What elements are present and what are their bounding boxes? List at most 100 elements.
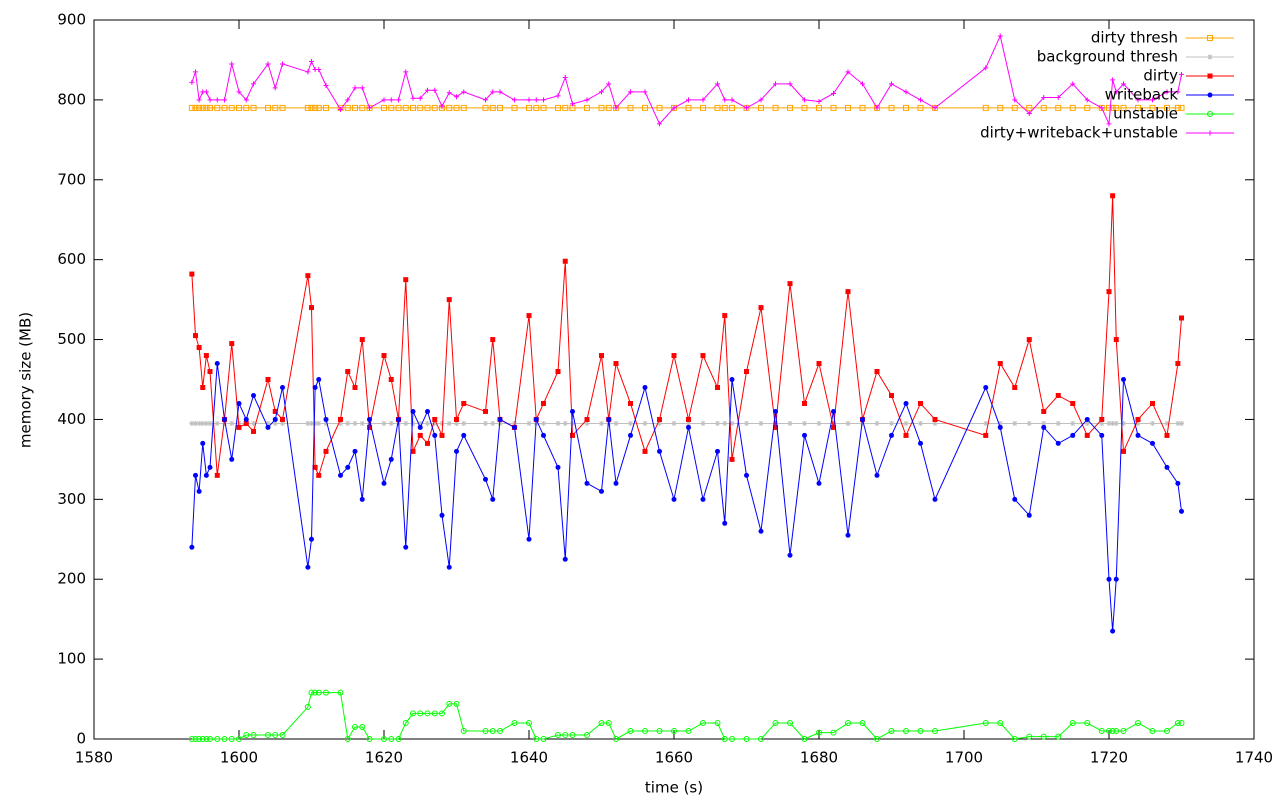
point (1084, 432, 1090, 438)
marker-shape (541, 97, 546, 103)
point (446, 297, 452, 303)
point (801, 736, 808, 742)
marker-shape (605, 104, 612, 111)
marker-shape (1113, 337, 1119, 343)
point (983, 420, 989, 426)
point (207, 464, 213, 470)
point (642, 728, 648, 735)
marker-shape (1084, 104, 1091, 111)
point (207, 736, 213, 742)
point (555, 732, 561, 739)
point (315, 104, 322, 111)
point (381, 480, 387, 486)
marker-shape (192, 104, 199, 111)
marker-shape (207, 104, 213, 111)
point (1135, 720, 1141, 727)
marker-shape (932, 728, 938, 735)
point (221, 104, 228, 111)
marker-shape (193, 472, 198, 478)
marker-shape (874, 472, 880, 478)
point (1121, 81, 1126, 87)
point (1175, 480, 1181, 486)
marker-shape (207, 464, 213, 470)
point (721, 736, 728, 742)
point (1041, 408, 1047, 414)
marker-shape (490, 496, 496, 502)
marker-shape (903, 728, 909, 735)
marker-shape (460, 728, 467, 735)
marker-shape (460, 104, 467, 111)
point (613, 105, 619, 111)
point (417, 95, 423, 101)
marker-shape (1164, 89, 1170, 95)
point (410, 408, 416, 414)
marker-shape (1175, 89, 1181, 95)
point (671, 496, 677, 502)
point (196, 97, 202, 103)
marker-shape (236, 400, 242, 406)
point (1135, 416, 1141, 422)
point (446, 420, 452, 426)
marker-shape (432, 87, 438, 93)
marker-shape (446, 297, 452, 303)
marker-shape (816, 480, 822, 486)
marker-shape (189, 420, 195, 426)
legend-label: dirty+writeback+unstable (980, 124, 1178, 142)
point (555, 464, 561, 470)
marker-shape (599, 89, 604, 95)
marker-shape (541, 420, 546, 426)
point (410, 420, 416, 426)
point (359, 104, 366, 111)
point (483, 97, 488, 103)
x-tick-label: 1620 (365, 749, 403, 767)
point (189, 271, 195, 277)
point (1012, 420, 1018, 426)
point (656, 728, 663, 735)
marker-shape (1135, 720, 1141, 727)
marker-shape (1055, 440, 1061, 446)
point (1110, 193, 1116, 199)
marker-shape (787, 104, 793, 111)
marker-shape (982, 104, 989, 111)
marker-shape (816, 361, 822, 367)
marker-shape (439, 432, 445, 438)
point (1150, 97, 1155, 103)
point (686, 416, 691, 422)
marker-shape (251, 428, 256, 434)
point (772, 720, 779, 727)
point (316, 67, 322, 73)
marker-shape (1026, 110, 1032, 116)
marker-shape (744, 420, 749, 426)
marker-shape (562, 556, 568, 562)
marker-shape (1070, 400, 1076, 406)
point (1207, 92, 1213, 98)
point (1026, 420, 1032, 426)
marker-shape (541, 400, 546, 406)
marker-shape (243, 104, 250, 111)
point (359, 420, 365, 426)
marker-shape (338, 472, 343, 478)
marker-shape (200, 420, 206, 426)
point (918, 400, 923, 406)
marker-shape (344, 104, 351, 111)
point (344, 736, 351, 742)
marker-shape (584, 97, 590, 103)
point (816, 98, 822, 104)
marker-shape (395, 736, 402, 742)
marker-shape (1175, 361, 1181, 367)
marker-shape (642, 89, 648, 95)
marker-shape (1012, 384, 1018, 390)
marker-shape (424, 710, 431, 717)
marker-shape (555, 93, 561, 99)
point (189, 420, 195, 426)
point (714, 720, 721, 727)
point (787, 420, 793, 426)
marker-shape (345, 369, 351, 375)
point (758, 420, 764, 426)
marker-shape (606, 81, 612, 87)
point (403, 420, 409, 426)
point (715, 420, 720, 426)
marker-shape (983, 384, 989, 390)
point (193, 69, 198, 75)
x-tick-label: 1600 (220, 749, 258, 767)
